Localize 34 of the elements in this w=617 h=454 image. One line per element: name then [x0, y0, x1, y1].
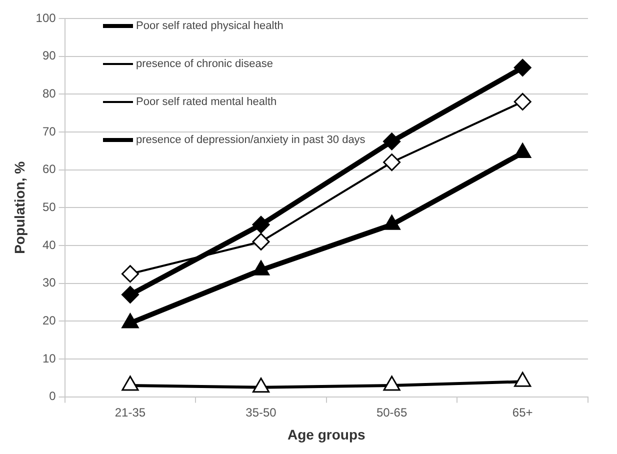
y-axis-title: Population, %: [11, 160, 28, 254]
x-axis-title: Age groups: [288, 426, 366, 442]
point: [122, 313, 139, 328]
point: [121, 265, 139, 283]
x-tick-label: 50-65: [376, 405, 408, 420]
y-tick-label: 40: [42, 238, 56, 252]
legend-label: presence of depression/anxiety in past 30 days: [136, 134, 366, 146]
point: [121, 286, 139, 304]
y-tick-label: 60: [42, 162, 56, 176]
y-tick-label: 80: [42, 86, 56, 100]
y-tick-label: 70: [42, 124, 56, 138]
point: [252, 232, 270, 250]
point: [122, 376, 139, 391]
legend-label: Poor self rated physical health: [136, 20, 284, 32]
point: [514, 92, 532, 110]
y-tick-label: 90: [42, 48, 56, 63]
point: [514, 372, 532, 387]
point: [383, 154, 401, 172]
y-tick-label: 10: [42, 351, 56, 366]
point: [252, 216, 270, 234]
point: [383, 376, 400, 391]
x-tick-label: 65+: [512, 405, 533, 420]
point: [252, 378, 270, 393]
y-tick-label: 100: [36, 10, 56, 25]
point: [383, 132, 401, 150]
y-tick-label: 30: [42, 276, 56, 290]
point: [514, 58, 532, 76]
y-tick-label: 20: [42, 313, 56, 328]
legend-label: presence of chronic disease: [136, 58, 273, 70]
x-tick-label: 21-35: [114, 405, 146, 420]
y-tick-label: 50: [42, 200, 56, 214]
x-tick-label: 35-50: [246, 405, 277, 420]
y-tick-label: 0: [49, 389, 56, 404]
legend-label: Poor self rated mental health: [136, 96, 277, 108]
